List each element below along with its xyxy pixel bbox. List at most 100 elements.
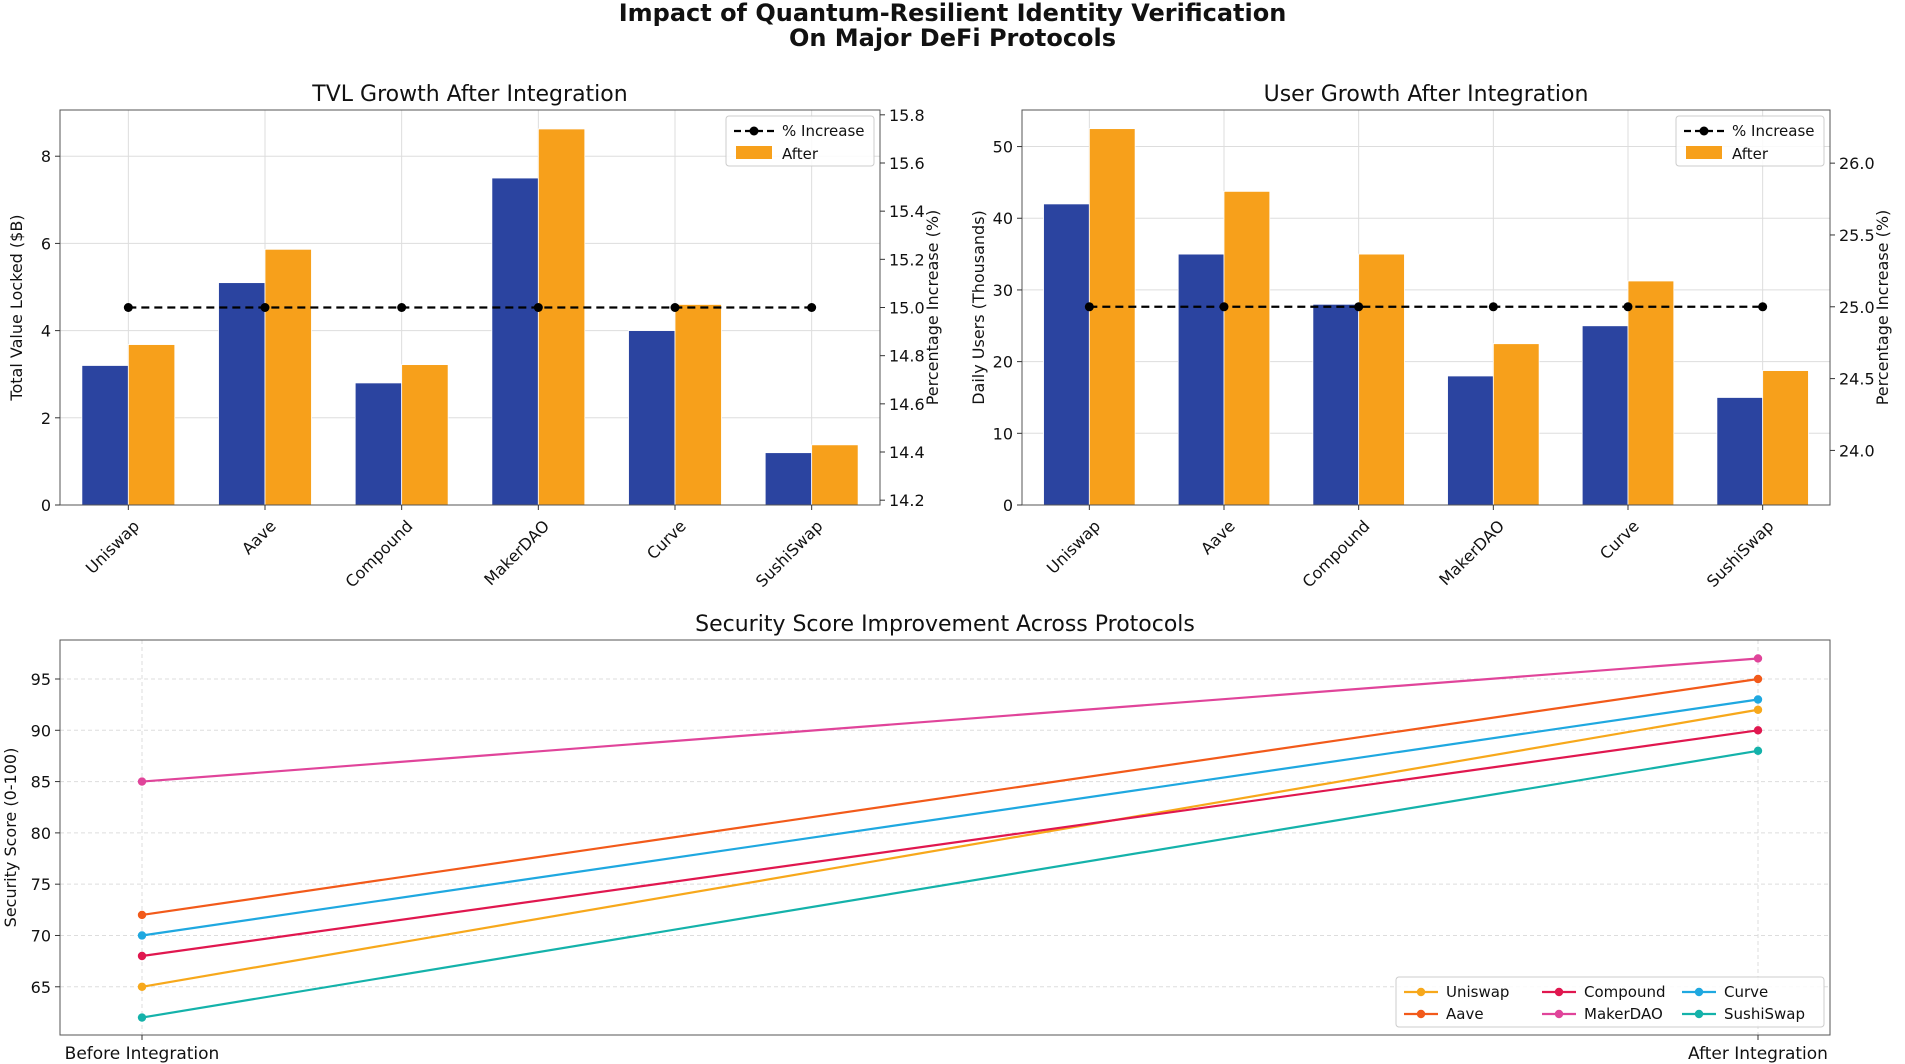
pct-increase-point: [533, 303, 543, 312]
legend-box: [1395, 976, 1825, 1028]
legend-label: Curve: [1724, 983, 1768, 1001]
y-tick-label: 40: [993, 209, 1013, 228]
y-axis-label: Total Value Locked ($B): [7, 214, 26, 401]
series-line-compound: [141, 729, 1759, 958]
chart-title: User Growth After Integration: [1264, 82, 1589, 107]
bar-after: [127, 344, 176, 506]
chart-title: TVL Growth After Integration: [311, 82, 627, 107]
pct-increase-point: [807, 303, 817, 312]
bar-before: [1043, 203, 1090, 506]
legend-marker-swatch: [1694, 987, 1704, 997]
bar-after: [1223, 190, 1271, 506]
bar-before: [1581, 325, 1629, 506]
y-axis-label: Security Score (0-100): [1, 748, 20, 928]
figure-title-line1: Impact of Quantum-Resilient Identity Ver…: [618, 0, 1287, 27]
series-point-sushiswap: [1753, 746, 1763, 756]
bar-before: [218, 282, 266, 506]
y2-tick-label: 14.8: [889, 347, 925, 366]
y2-tick-label: 25.5: [1839, 226, 1875, 245]
y2-tick-label: 15.4: [889, 202, 925, 221]
y-tick-label: 85: [31, 773, 51, 792]
y2-axis-label: Percentage Increase (%): [1873, 210, 1892, 406]
y-tick-label: 75: [31, 875, 51, 894]
pct-increase-point: [260, 303, 270, 312]
pct-increase-point: [1488, 302, 1498, 312]
series-point-curve: [137, 931, 147, 940]
y-tick-label: 6: [41, 234, 51, 253]
y-tick-label: 8: [41, 147, 51, 166]
y2-tick-label: 24.5: [1839, 370, 1875, 389]
series-line-curve: [141, 698, 1759, 937]
series-point-sushiswap: [137, 1013, 147, 1022]
legend-label-after: After: [1732, 145, 1769, 163]
bar-before: [1447, 375, 1494, 506]
y2-tick-label: 14.6: [889, 395, 925, 414]
pct-increase-point: [397, 303, 407, 312]
legend-marker-swatch: [1699, 126, 1709, 136]
legend-marker-swatch: [749, 126, 759, 136]
series-point-compound: [137, 951, 147, 961]
legend-marker-swatch: [1554, 1009, 1564, 1019]
series-line-sushiswap: [141, 749, 1759, 1019]
y-tick-label: 95: [31, 670, 51, 689]
series-point-makerdao: [1753, 654, 1763, 663]
legend-label-after: After: [782, 145, 819, 163]
bar-after: [1627, 280, 1675, 506]
x-tick-label: Before Integration: [65, 1044, 220, 1064]
bar-after: [401, 364, 449, 506]
y-tick-label: 80: [31, 824, 51, 843]
y-tick-label: 0: [41, 496, 51, 515]
figure-title-line2: On Major DeFi Protocols: [788, 24, 1117, 52]
legend-bar-swatch: [1686, 146, 1722, 159]
bar-after: [1762, 370, 1809, 506]
series-line-makerdao: [141, 657, 1759, 783]
series-point-aave: [1753, 674, 1763, 684]
series-point-uniswap: [1753, 705, 1763, 714]
y-tick-label: 0: [1003, 496, 1013, 515]
legend-label: MakerDAO: [1584, 1005, 1663, 1023]
y2-tick-label: 15.0: [889, 299, 925, 318]
y-tick-label: 90: [31, 721, 51, 740]
bar-before: [354, 382, 403, 506]
legend-label-pct: % Increase: [1732, 122, 1815, 140]
y-tick-label: 20: [993, 353, 1013, 372]
y-tick-label: 50: [993, 138, 1013, 157]
legend-label: Aave: [1446, 1005, 1484, 1023]
y-tick-label: 10: [993, 424, 1013, 443]
pct-increase-point: [1623, 302, 1633, 312]
y2-tick-label: 25.0: [1839, 298, 1875, 317]
pct-increase-point: [123, 303, 133, 312]
bar-before: [1312, 303, 1360, 506]
bar-before: [81, 365, 129, 506]
pct-increase-point: [1084, 302, 1094, 312]
y2-tick-label: 26.0: [1839, 154, 1875, 173]
chart-title: Security Score Improvement Across Protoc…: [695, 612, 1195, 637]
legend-bar-swatch: [736, 146, 772, 159]
legend-marker-swatch: [1416, 1009, 1426, 1019]
y-axis-label: Daily Users (Thousands): [969, 210, 988, 405]
bar-before: [1716, 397, 1764, 506]
bar-after: [1358, 253, 1405, 506]
legend-marker-swatch: [1416, 987, 1426, 997]
series-point-uniswap: [137, 982, 147, 991]
series-point-aave: [137, 910, 147, 920]
y2-tick-label: 14.4: [889, 443, 925, 462]
bar-after: [1492, 343, 1540, 506]
y2-tick-label: 24.0: [1839, 441, 1875, 460]
pct-increase-point: [1219, 302, 1229, 312]
y2-tick-label: 15.2: [889, 250, 925, 269]
y2-tick-label: 14.2: [889, 491, 925, 510]
series-point-curve: [1753, 695, 1763, 704]
y-tick-label: 65: [31, 978, 51, 997]
y-tick-label: 70: [31, 926, 51, 945]
bar-after: [811, 444, 859, 506]
series-line-uniswap: [141, 708, 1759, 988]
y-tick-label: 2: [41, 409, 51, 428]
series-point-compound: [1753, 726, 1763, 735]
pct-increase-point: [1758, 302, 1768, 312]
legend-label: Compound: [1584, 983, 1666, 1001]
plot-frame: [1021, 109, 1831, 506]
